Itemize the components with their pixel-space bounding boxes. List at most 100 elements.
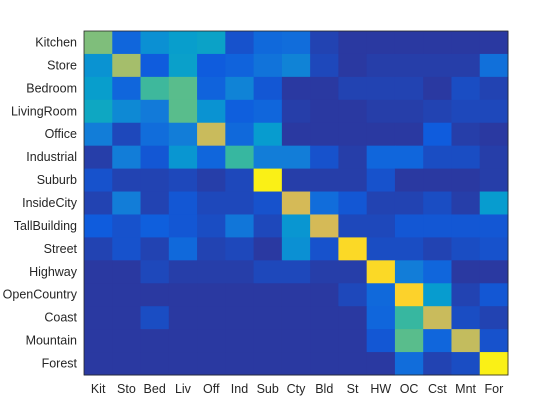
heatmap-cell	[140, 237, 170, 261]
row-tick-label: Kitchen	[35, 35, 77, 49]
heatmap-cell	[84, 31, 113, 55]
heatmap-cell	[112, 168, 142, 193]
heatmap-cell	[225, 283, 255, 307]
heatmap-cell	[366, 329, 396, 353]
heatmap-cell	[140, 76, 170, 101]
row-tick-label: Coast	[44, 311, 77, 325]
heatmap-cell	[197, 76, 226, 101]
heatmap-cell	[366, 283, 396, 307]
heatmap-cell	[281, 145, 311, 170]
heatmap-cell	[168, 283, 198, 307]
column-tick-label: Ind	[231, 382, 248, 396]
heatmap-cell	[394, 145, 424, 170]
heatmap-cell	[253, 122, 283, 147]
heatmap-cell	[451, 76, 481, 101]
heatmap-cell	[140, 283, 170, 307]
heatmap-cell	[451, 53, 481, 78]
column-tick-label: Cst	[428, 382, 447, 396]
heatmap-cell	[112, 329, 142, 353]
row-tick-label: Store	[47, 58, 77, 72]
heatmap-cell	[197, 260, 226, 284]
heatmap-cell	[253, 306, 283, 330]
heatmap-cell	[197, 99, 226, 124]
heatmap-cell	[112, 352, 142, 376]
column-tick-label: Bed	[144, 382, 166, 396]
heatmap-cell	[338, 260, 368, 284]
heatmap-cell	[451, 260, 481, 284]
heatmap-cell	[168, 214, 198, 238]
heatmap-cell	[366, 99, 396, 124]
heatmap-cell	[253, 99, 283, 124]
heatmap-cell	[394, 283, 424, 307]
row-tick-label: Highway	[29, 265, 78, 279]
heatmap-cell	[112, 76, 142, 101]
heatmap-cell	[338, 191, 368, 215]
heatmap-cell	[197, 237, 226, 261]
heatmap-cell	[338, 76, 368, 101]
heatmap-cell	[394, 99, 424, 124]
heatmap-cell	[451, 283, 481, 307]
heatmap-cell	[310, 283, 339, 307]
column-tick-label: OC	[400, 382, 419, 396]
heatmap-cell	[253, 329, 283, 353]
heatmap-cell	[338, 168, 368, 193]
heatmap-cell	[451, 306, 481, 330]
heatmap-cell	[366, 214, 396, 238]
column-tick-label: St	[347, 382, 359, 396]
heatmap-cell	[451, 329, 481, 353]
heatmap-cell	[281, 31, 311, 55]
heatmap-cell	[479, 122, 509, 147]
heatmap-cell	[394, 260, 424, 284]
heatmap-cell	[225, 168, 255, 193]
heatmap-cell	[168, 191, 198, 215]
heatmap-cell	[310, 214, 339, 238]
heatmap-cell	[310, 122, 339, 147]
heatmap-cell	[451, 352, 481, 376]
heatmap-cell	[310, 260, 339, 284]
heatmap-cell	[112, 145, 142, 170]
heatmap-cell	[310, 31, 339, 55]
heatmap-cell	[225, 53, 255, 78]
heatmap-cell	[253, 352, 283, 376]
heatmap-cell	[423, 352, 452, 376]
row-tick-label: InsideCity	[22, 196, 78, 210]
heatmap-cell	[479, 191, 509, 215]
heatmap-cell	[394, 352, 424, 376]
heatmap-cell	[366, 76, 396, 101]
heatmap-cell	[281, 352, 311, 376]
heatmap-cell	[168, 145, 198, 170]
heatmap-cell	[479, 214, 509, 238]
heatmap-cell	[84, 352, 113, 376]
heatmap-cell	[168, 76, 198, 101]
heatmap-cell	[479, 352, 509, 376]
column-tick-labels: Kit Sto Bed Liv Off Ind Sub Cty Bld St HW OC Cst Mnt F…	[91, 382, 503, 396]
heatmap-cell	[112, 214, 142, 238]
heatmap-cell	[479, 53, 509, 78]
heatmap-cell	[479, 76, 509, 101]
heatmap-cell	[451, 31, 481, 55]
heatmap-cell	[225, 352, 255, 376]
row-tick-label: Industrial	[26, 150, 77, 164]
heatmap-cell	[84, 145, 113, 170]
heatmap-cell	[112, 191, 142, 215]
heatmap-cell	[253, 214, 283, 238]
heatmap-cell	[423, 214, 452, 238]
heatmap-cell	[84, 260, 113, 284]
heatmap-cell	[479, 283, 509, 307]
heatmap-cell	[394, 329, 424, 353]
heatmap-cell	[197, 352, 226, 376]
heatmap-cell	[253, 31, 283, 55]
heatmap-cell	[84, 214, 113, 238]
heatmap-cell	[140, 329, 170, 353]
heatmap-cell	[84, 329, 113, 353]
heatmap-cell	[197, 122, 226, 147]
column-tick-label: Liv	[175, 382, 192, 396]
row-tick-label: OpenCountry	[3, 288, 78, 302]
heatmap-cell	[253, 53, 283, 78]
heatmap-cell	[310, 145, 339, 170]
heatmap-cell	[197, 191, 226, 215]
heatmap-cell	[281, 329, 311, 353]
heatmap-cell	[140, 122, 170, 147]
heatmap-cell	[225, 76, 255, 101]
